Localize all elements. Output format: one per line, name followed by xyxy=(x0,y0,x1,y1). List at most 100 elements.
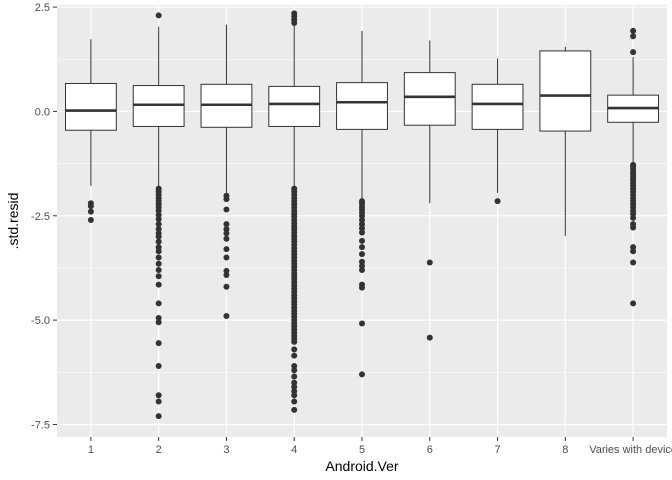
x-tick-label: 4 xyxy=(291,444,297,456)
box-group-2 xyxy=(132,12,185,420)
outlier-point xyxy=(291,346,298,353)
outlier-point xyxy=(155,392,162,399)
outlier-point xyxy=(223,221,230,228)
box xyxy=(539,50,592,132)
outlier-point xyxy=(291,406,298,413)
outlier-point xyxy=(155,244,162,251)
outlier-point xyxy=(630,210,637,217)
outlier-point xyxy=(291,392,298,399)
outlier-point xyxy=(87,216,94,223)
y-tick-label: -7.5 xyxy=(31,419,50,431)
outlier-point xyxy=(291,352,298,359)
outlier-point xyxy=(223,254,230,261)
outlier-point xyxy=(359,320,365,327)
x-tick-label: 2 xyxy=(156,444,162,456)
x-tick-label: 1 xyxy=(88,444,94,456)
y-tick-label: -5.0 xyxy=(31,315,50,327)
outlier-point xyxy=(155,238,162,245)
y-axis-title: .std.resid xyxy=(5,193,21,250)
outlier-point xyxy=(359,258,365,265)
outlier-point xyxy=(155,398,162,405)
outlier-point xyxy=(426,334,433,341)
x-tick-label: Varies with device xyxy=(589,444,672,456)
outlier-point xyxy=(630,27,637,34)
box-group-6 xyxy=(403,40,456,341)
boxes-layer xyxy=(64,10,660,420)
box xyxy=(64,82,117,131)
outlier-point xyxy=(155,267,162,274)
outlier-point xyxy=(359,225,365,232)
outlier-point xyxy=(155,260,162,267)
outlier-point xyxy=(155,216,162,223)
outlier-point xyxy=(359,262,365,269)
outlier-point xyxy=(155,319,162,326)
x-tick-label: 3 xyxy=(223,444,229,456)
y-tick-label: -2.5 xyxy=(31,211,50,223)
outlier-point xyxy=(155,413,162,420)
outlier-point xyxy=(359,267,365,274)
outlier-point xyxy=(359,212,365,219)
outlier-point xyxy=(291,19,298,26)
box-group-8 xyxy=(539,46,592,236)
box-group-7 xyxy=(471,58,524,205)
outlier-point xyxy=(155,211,162,218)
outlier-point xyxy=(223,226,230,233)
outlier-point xyxy=(359,229,365,236)
outlier-point xyxy=(426,259,433,266)
outlier-point xyxy=(494,198,501,205)
outlier-point xyxy=(223,206,230,213)
y-tick-label: 0.0 xyxy=(35,106,50,118)
outlier-point xyxy=(359,284,365,291)
outlier-point xyxy=(223,312,230,319)
box xyxy=(471,83,524,130)
x-axis: 1 2 3 4 5 6 7 8 Varies with device xyxy=(88,437,672,456)
outlier-point xyxy=(155,300,162,307)
outlier-point xyxy=(359,221,365,228)
outlier-point xyxy=(359,244,365,251)
y-tick-label: 2.5 xyxy=(35,2,50,14)
outlier-point xyxy=(223,235,230,242)
outlier-point xyxy=(291,367,298,374)
outlier-point xyxy=(291,388,298,395)
outlier-point xyxy=(359,371,365,378)
outlier-point xyxy=(155,233,162,240)
box xyxy=(336,82,388,130)
y-axis: 2.5 0.0 -2.5 -5.0 -7.5 xyxy=(31,2,57,431)
box xyxy=(403,72,456,126)
outlier-point xyxy=(630,248,637,255)
box-group-Varies with device xyxy=(607,27,660,307)
outlier-point xyxy=(223,272,230,279)
box xyxy=(268,85,321,127)
x-tick-label: 7 xyxy=(494,444,500,456)
outlier-point xyxy=(155,273,162,280)
outlier-point xyxy=(155,315,162,322)
outlier-point xyxy=(155,12,162,19)
outlier-point xyxy=(630,259,637,266)
outlier-point xyxy=(630,214,637,221)
box-group-5 xyxy=(336,30,388,378)
box-group-4 xyxy=(268,10,321,413)
outlier-point xyxy=(359,216,365,223)
outlier-point xyxy=(223,196,230,203)
box-group-1 xyxy=(64,39,117,223)
x-tick-label: 8 xyxy=(562,444,568,456)
outlier-point xyxy=(291,398,298,405)
x-tick-label: 6 xyxy=(427,444,433,456)
outlier-point xyxy=(223,267,230,274)
x-tick-label: 5 xyxy=(359,444,365,456)
outlier-point xyxy=(291,338,298,345)
outlier-point xyxy=(155,340,162,347)
outlier-point xyxy=(291,373,298,380)
outlier-point xyxy=(291,379,298,386)
outlier-point xyxy=(87,203,94,210)
outlier-point xyxy=(223,283,230,290)
outlier-point xyxy=(155,254,162,261)
outlier-point xyxy=(155,207,162,214)
outlier-point xyxy=(155,221,162,228)
outlier-point xyxy=(223,246,230,253)
outlier-point xyxy=(630,224,637,231)
outlier-point xyxy=(630,33,637,40)
outlier-point xyxy=(155,281,162,288)
outlier-point xyxy=(630,49,637,56)
